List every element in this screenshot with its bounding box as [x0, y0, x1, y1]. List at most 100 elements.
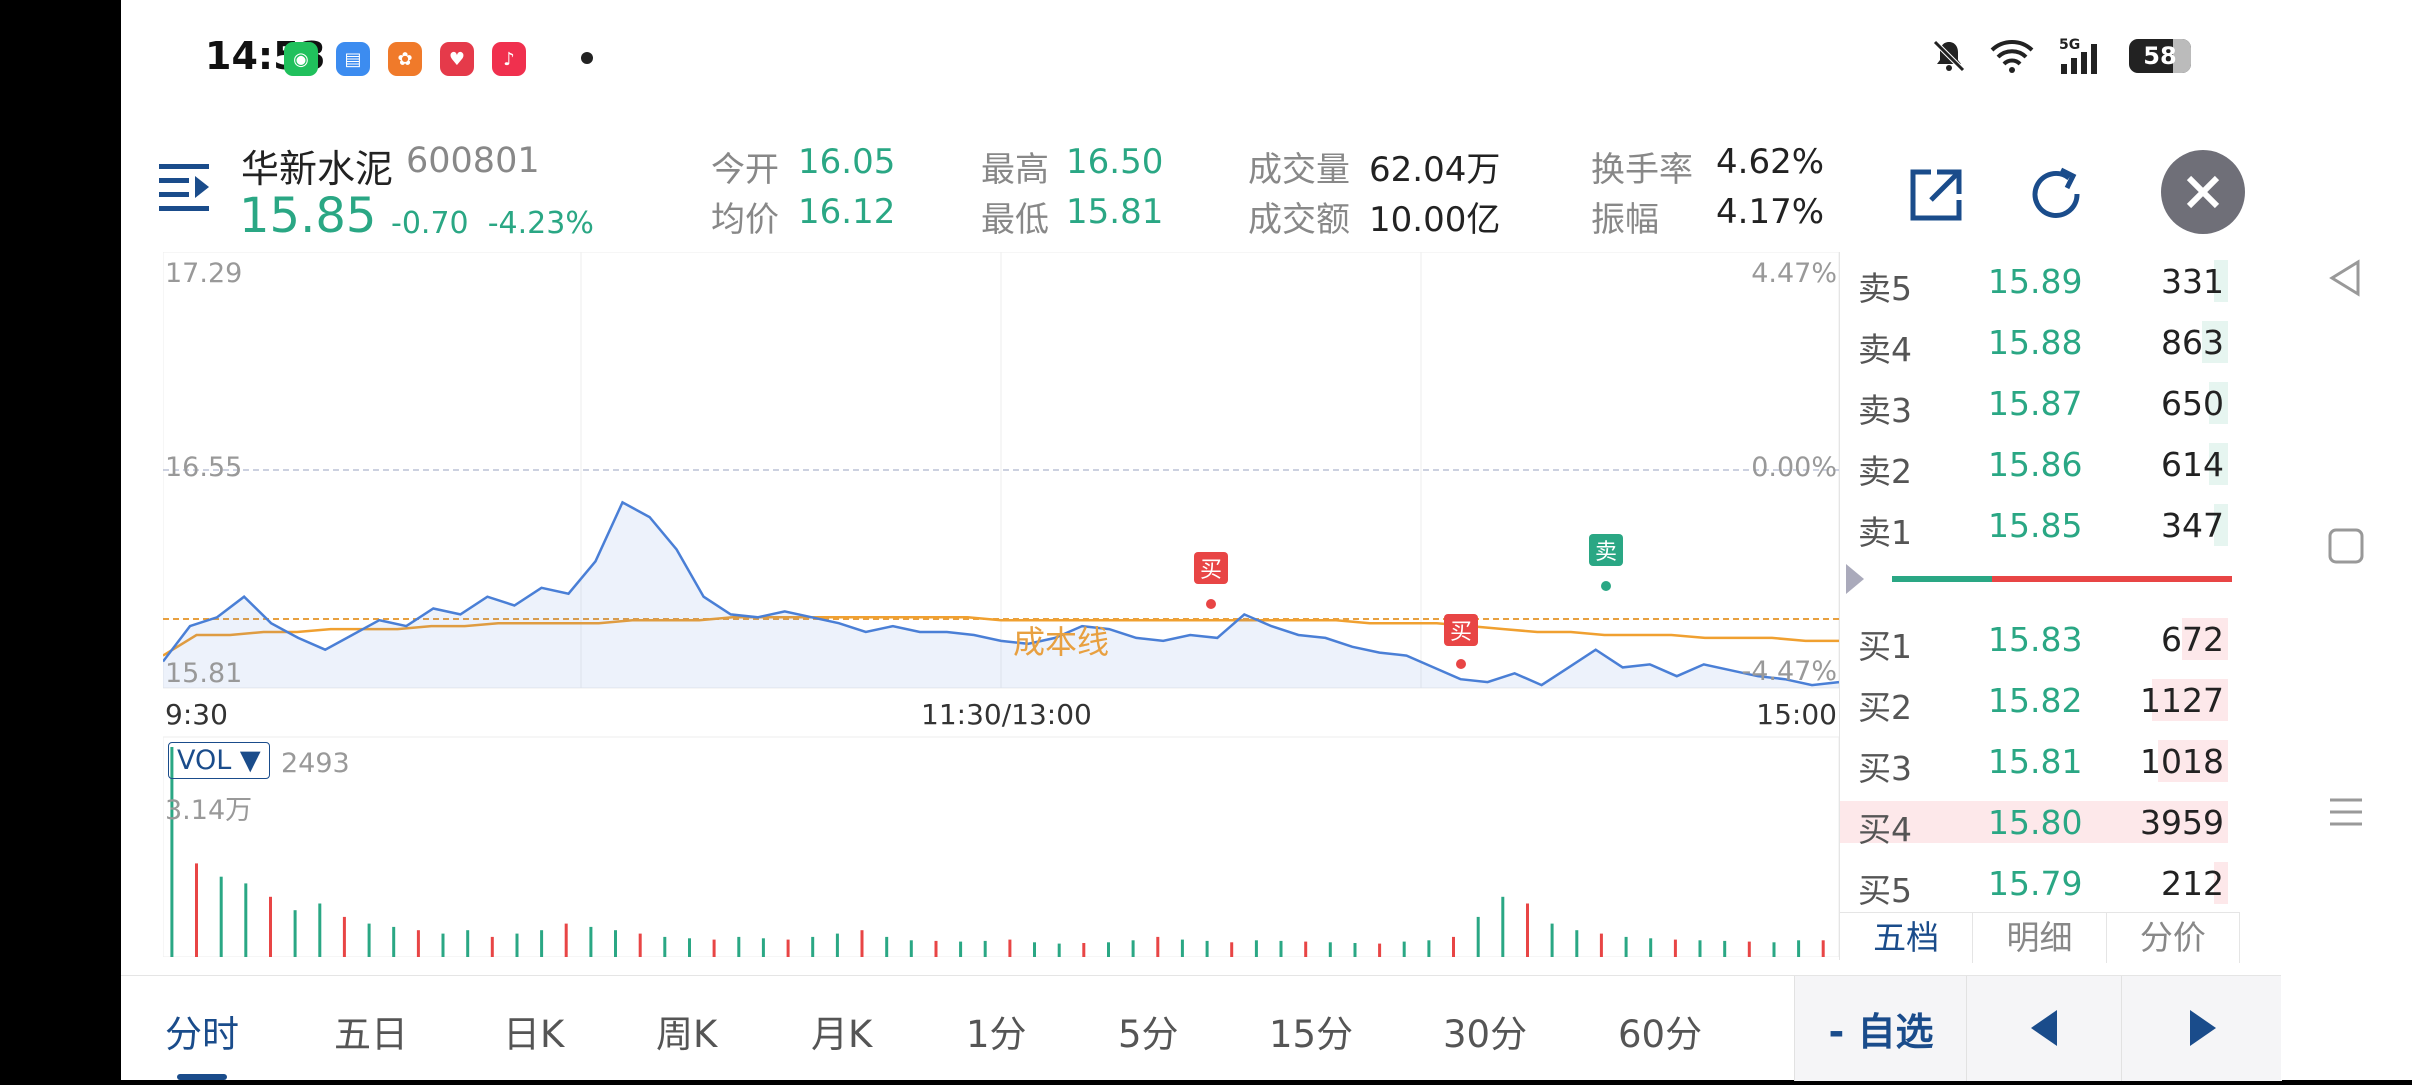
list-menu-icon[interactable]	[157, 160, 213, 216]
tab-price-distribution[interactable]: 分价	[2107, 913, 2240, 963]
volume-bar	[761, 938, 765, 957]
ask-row[interactable]: 卖4 15.88 863	[1840, 313, 2240, 373]
trade-marker-badge[interactable]	[1444, 614, 1478, 646]
home-icon[interactable]	[2326, 526, 2366, 566]
share-external-icon[interactable]	[1901, 160, 1971, 230]
ask-row[interactable]: 卖5 15.89 331	[1840, 252, 2240, 312]
pct-mid-label: 0.00%	[1751, 452, 1837, 483]
bid-volume: 212	[2161, 864, 2224, 903]
next-stock-button[interactable]	[2121, 976, 2282, 1081]
intraday-chart[interactable]: 买买卖 17.29 16.55 15.81 4.47% 0.00% -4.47%…	[163, 252, 1839, 957]
avg-label: 均价	[711, 200, 779, 240]
tab-15min[interactable]: 15分	[1269, 1013, 1354, 1056]
volume-bar	[959, 941, 963, 957]
app-orange-icon: ✿	[388, 42, 422, 76]
avg-price-line	[163, 616, 1839, 657]
ask-volume-bar	[2214, 260, 2228, 302]
tab-details[interactable]: 明细	[1973, 913, 2107, 963]
turnover-label: 换手率	[1591, 150, 1693, 190]
tab-5min[interactable]: 5分	[1118, 1013, 1179, 1056]
cost-line-label: 成本线	[1013, 623, 1110, 661]
tab-monthly-k[interactable]: 月K	[811, 1013, 873, 1056]
bid-volume: 672	[2161, 620, 2224, 659]
remove-watchlist-button[interactable]: - 自选	[1794, 976, 1967, 1081]
volume-bar	[1624, 936, 1628, 957]
right-arrow-icon	[2190, 1010, 2216, 1046]
volume-label: 成交量	[1248, 150, 1350, 190]
battery-level: 58	[2143, 42, 2177, 70]
volume-bar	[1402, 941, 1406, 957]
recent-apps-icon[interactable]	[2326, 792, 2366, 832]
bid-volume: 3959	[2140, 803, 2224, 842]
open-value: 16.05	[798, 142, 896, 182]
tab-30min[interactable]: 30分	[1443, 1013, 1528, 1056]
ask-row[interactable]: 卖2 15.86 614	[1840, 435, 2240, 495]
volume-bar	[540, 930, 544, 957]
volume-bar	[614, 930, 617, 957]
ask-price: 15.87	[1988, 384, 2083, 423]
bid-row[interactable]: 买4 15.80 3959	[1840, 793, 2240, 853]
back-icon[interactable]	[2326, 258, 2366, 298]
ask-row[interactable]: 卖1 15.85 347	[1840, 496, 2240, 556]
tab-weekly-k[interactable]: 周K	[656, 1013, 718, 1056]
volume-bar	[564, 923, 568, 957]
volume-bar	[1131, 940, 1135, 957]
volume-bar	[1328, 942, 1332, 957]
volume-bar	[1082, 943, 1086, 957]
volume-bar	[786, 939, 790, 957]
volume-bar	[244, 883, 248, 957]
volume-bar	[885, 936, 889, 957]
previous-stock-button[interactable]	[1966, 976, 2122, 1081]
price-change: -0.70 -4.23%	[391, 206, 594, 241]
y-bottom-label: 15.81	[165, 658, 243, 689]
battery-icon: 58	[2129, 39, 2191, 73]
pct-bottom-label: -4.47%	[1741, 656, 1837, 687]
volume-bar	[909, 940, 913, 957]
close-button[interactable]	[2161, 150, 2245, 234]
period-tab-bar: 分时 五日 日K 周K 月K 1分 5分 15分 30分 60分 - 自选	[121, 975, 2282, 1081]
wechat-icon: ◉	[284, 42, 318, 76]
bid-row[interactable]: 买3 15.81 1018	[1840, 732, 2240, 792]
y-mid-label: 16.55	[165, 452, 243, 483]
vol-indicator-selector[interactable]: VOL ▼	[168, 742, 270, 779]
tab-five-levels[interactable]: 五档	[1840, 913, 1974, 963]
volume-bar	[1772, 942, 1776, 957]
ask-level-label: 卖3	[1858, 391, 1912, 430]
stock-code: 600801	[406, 141, 540, 181]
volume-bar	[1254, 940, 1258, 957]
y-top-label: 17.29	[165, 258, 243, 289]
price-chart-svg[interactable]: 买买卖	[163, 252, 1839, 957]
trade-point	[1206, 599, 1216, 609]
tab-five-day[interactable]: 五日	[334, 1013, 408, 1056]
ask-row[interactable]: 卖3 15.87 650	[1840, 374, 2240, 434]
trade-marker-badge[interactable]	[1194, 552, 1228, 584]
volume-bar	[1649, 938, 1653, 957]
stock-name: 华新水泥	[241, 147, 394, 191]
pct-top-label: 4.47%	[1751, 258, 1837, 289]
tab-1min[interactable]: 1分	[966, 1013, 1027, 1056]
refresh-icon[interactable]	[2021, 160, 2091, 230]
volume-bar	[195, 863, 198, 957]
bid-row[interactable]: 买1 15.83 672	[1840, 610, 2240, 670]
ask-level-label: 卖1	[1858, 513, 1912, 552]
system-navigation-bar	[2281, 0, 2412, 1080]
vol-current-value: 2493	[281, 748, 350, 779]
bid-row[interactable]: 买5 15.79 212	[1840, 854, 2240, 914]
tab-daily-k[interactable]: 日K	[503, 1013, 565, 1056]
bid-price: 15.81	[1988, 742, 2083, 781]
volume-bar	[934, 940, 938, 957]
bid-row[interactable]: 买2 15.82 1127	[1840, 671, 2240, 731]
tab-60min[interactable]: 60分	[1618, 1013, 1703, 1056]
expand-arrow-icon[interactable]	[1844, 562, 1866, 596]
trade-marker-label: 卖	[1595, 540, 1617, 565]
trade-marker-badge[interactable]	[1589, 534, 1623, 566]
ask-volume: 347	[2161, 506, 2224, 545]
tab-intraday[interactable]: 分时	[165, 1013, 239, 1056]
bid-volume: 1018	[2140, 742, 2224, 781]
volume-bar	[983, 940, 987, 957]
low-label: 最低	[981, 200, 1049, 240]
volume-bar	[293, 910, 297, 957]
volume-bar	[1821, 940, 1825, 957]
bid-level-label: 买5	[1858, 871, 1912, 910]
volume-bar	[1575, 930, 1579, 957]
